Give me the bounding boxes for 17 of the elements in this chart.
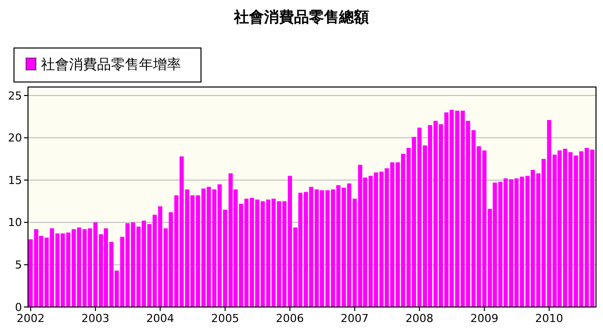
y-tick-label: 20 [8, 132, 22, 145]
y-tick-label: 5 [15, 258, 22, 272]
x-tick-label: 2006 [276, 312, 304, 325]
x-tick-label: 2008 [405, 312, 434, 325]
y-tick-label: 25 [8, 89, 22, 102]
x-tick-label: 2002 [16, 312, 45, 325]
legend-label: 社會消費品零售年增率 [41, 57, 181, 73]
y-tick-label: 10 [8, 216, 22, 230]
x-tick-label: 2004 [146, 312, 174, 325]
x-tick-label: 2009 [470, 312, 498, 325]
y-tick-label: 15 [8, 174, 22, 187]
x-tick-label: 2003 [81, 312, 110, 325]
x-tick-label: 2005 [211, 312, 240, 325]
x-tick-label: 2007 [340, 312, 369, 325]
y-tick-label: 0 [15, 300, 22, 314]
x-tick-label: 2010 [535, 312, 564, 325]
chart-title: 社會消費品零售總額 [233, 8, 369, 26]
